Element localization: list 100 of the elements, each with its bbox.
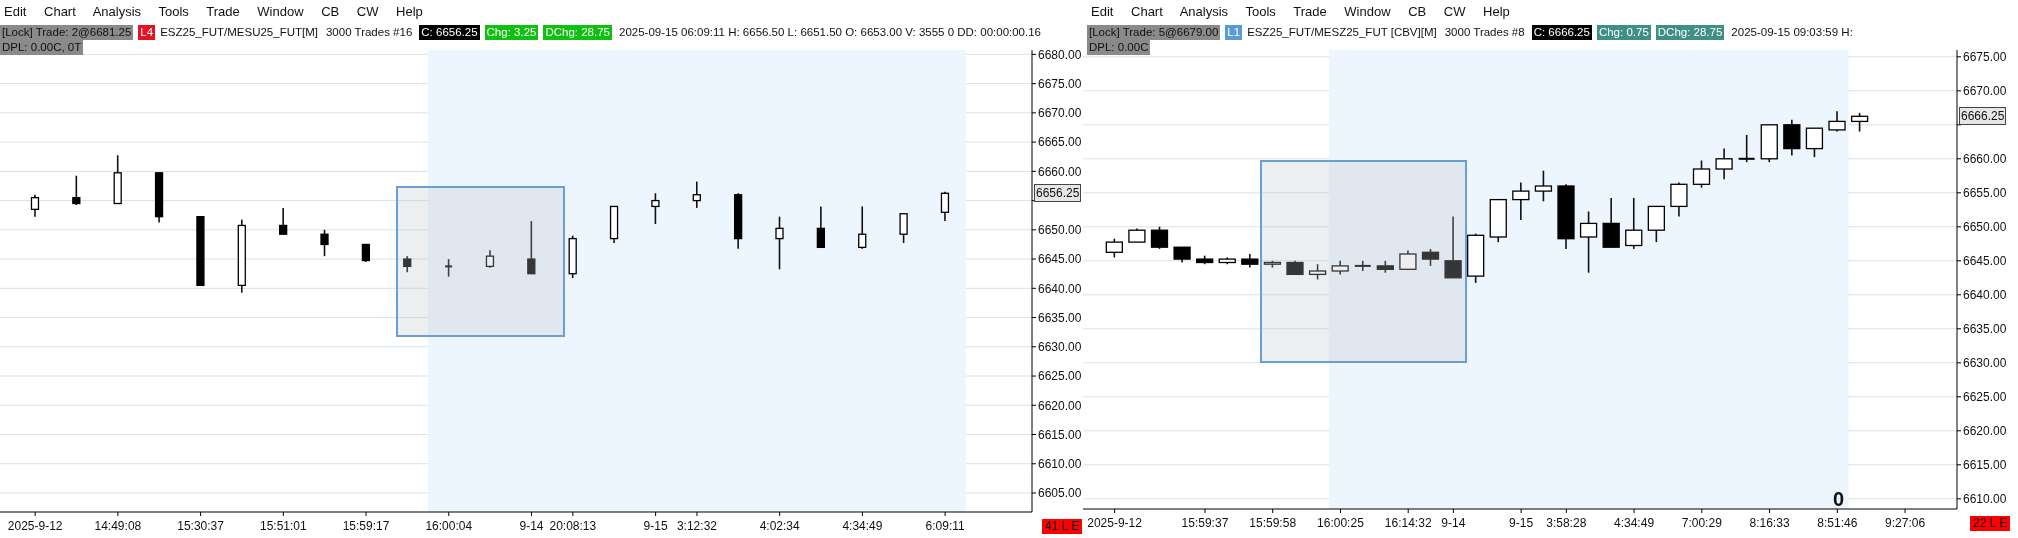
text: 3000 Trades #16 [324,25,414,40]
x-tick-label: 15:59:17 [342,519,390,533]
x-tick-label: 2025-9-12 [1087,516,1143,530]
candlestick [1399,249,1417,271]
text: Edit Chart Analysis Tools Trade Window CB CW Help [4,4,423,19]
text: 6656.25 [1034,184,1082,203]
candlestick [899,212,908,244]
text: C: 6666.25 [1531,25,1592,40]
text: Chg: 0.75 [1596,25,1651,40]
text: [Lock] Trade: 2@6681.25 [0,25,134,40]
x-tick-label: 9-15 [1509,516,1534,530]
y-tick-label: 6640.00 [1038,281,1082,296]
y-tick-label: 6665.00 [1038,135,1082,150]
candlestick [1444,215,1462,279]
x-tick-label: 4:34:49 [1614,516,1655,530]
text: Edit Chart Analysis Tools Trade Window CB CW Help [1091,4,1510,19]
annotation: DPL: 0.00C, 0T [0,40,84,55]
y-tick-label: 6645.00 [1963,254,2007,269]
y-tick-label: 6675.00 [1038,76,1082,91]
candlestick [1150,226,1169,250]
candlestick [1737,134,1756,163]
y-tick-label: 6615.00 [1038,427,1082,442]
candlestick [1783,118,1801,157]
text: L1 [1225,25,1243,40]
y-tick-label: 6625.00 [1963,390,2007,405]
candlestick [72,174,81,206]
candlestick [1692,159,1711,189]
y-tick-label: 6660.00 [1038,164,1082,179]
x-tick-label: 9:27:06 [1885,516,1926,530]
y-tick-label: 6650.00 [1038,223,1082,238]
text: [Lock] Trade: 5@6679.00 [1087,25,1221,40]
x-tick-label: 15:59:58 [1249,516,1297,530]
text: C: 6656.25 [419,25,480,40]
y-tick-label: 6660.00 [1963,152,2007,167]
y-tick-label: 6610.00 [1038,457,1082,472]
candlestick [1625,197,1643,250]
x-tick-label: 9-14 [1441,516,1466,530]
y-tick-label: 6630.00 [1038,340,1082,355]
candlestick [858,205,867,250]
candlestick [279,207,288,236]
y-tick-label: 6635.00 [1963,322,2007,337]
text: 3000 Trades #8 [1443,25,1526,40]
x-tick-label: 14:49:08 [94,519,142,533]
x-tick-label: 16:00:04 [425,519,473,533]
candlestick [1850,112,1869,133]
text: DChg: 28.75 [543,25,613,40]
x-tick-label: 15:30:37 [177,519,225,533]
x-tick-label: 9-14 [519,519,544,533]
candlestick [1647,205,1665,243]
text: L4 [138,25,156,40]
x-tick-label: 15:51:01 [259,519,308,533]
x-tick-label: 6:09:11 [925,519,966,533]
y-tick-label: 6605.00 [1038,486,1082,501]
candlestick [1534,169,1553,203]
y-tick-label: 6670.00 [1038,106,1082,121]
x-tick-label: 16:00:25 [1317,516,1365,530]
annotation: 0 [1833,488,1845,511]
y-tick-label: 6670.00 [1963,84,2007,99]
y-tick-label: 6675.00 [1963,50,2007,65]
x-tick-label: 4:02:34 [759,519,801,533]
text: 2025-09-15 06:09:11 H: 6656.50 L: 6651.50 O: 6653.00 V: 3555 0 DD: 00:00:00.16 [618,25,1042,40]
candlestick [1602,197,1620,248]
y-tick-label: 6620.00 [1963,424,2007,439]
x-tick-label: 3:58:28 [1546,516,1587,530]
x-tick-label: 16:14:32 [1384,516,1432,530]
candlestick [940,191,950,222]
x-tick-label: 9-15 [643,519,668,533]
text: 6666.25 [1959,107,2007,126]
y-tick-label: 6635.00 [1038,310,1082,325]
x-tick-label: 7:00:29 [1681,516,1723,530]
candlestick [816,205,826,249]
text: 22 L E [1970,516,2011,531]
candlestick [1512,181,1530,221]
y-tick-label: 6655.00 [1963,186,2007,201]
candlestick [1353,260,1372,272]
candlestick [527,220,536,275]
candlestick [775,215,784,271]
y-tick-label: 6640.00 [1963,288,2007,303]
y-tick-label: 6650.00 [1963,220,2007,235]
candlestick [651,192,660,225]
text: DChg: 28.75 [1655,25,1725,40]
candlestick [692,180,701,209]
x-tick-label: 20:08:13 [549,519,597,533]
candlestick [1579,210,1598,274]
x-tick-label: 8:51:46 [1817,516,1858,530]
x-tick-label: 8:16:33 [1749,516,1790,530]
y-tick-label: 6620.00 [1038,398,1082,413]
annotation: DPL: 0.00C [1087,40,1151,55]
candlestick [30,193,40,218]
text: 41 L E [1042,519,1083,534]
candlestick [320,229,329,257]
x-tick-label: 2025-9-12 [7,519,63,533]
chart-title: ESZ25_FUT/MESZ25_FUT [CBV][M] [1247,25,1437,40]
candlestick [1828,110,1846,133]
x-tick-label: 15:59:37 [1181,516,1229,530]
candlestick [1715,147,1733,180]
text: 2025-09-15 09:03:59 H: [1730,25,1854,40]
x-tick-label: 3:12:32 [676,519,718,533]
x-tick-label: 4:34:49 [842,519,883,533]
y-tick-label: 6615.00 [1963,458,2007,473]
